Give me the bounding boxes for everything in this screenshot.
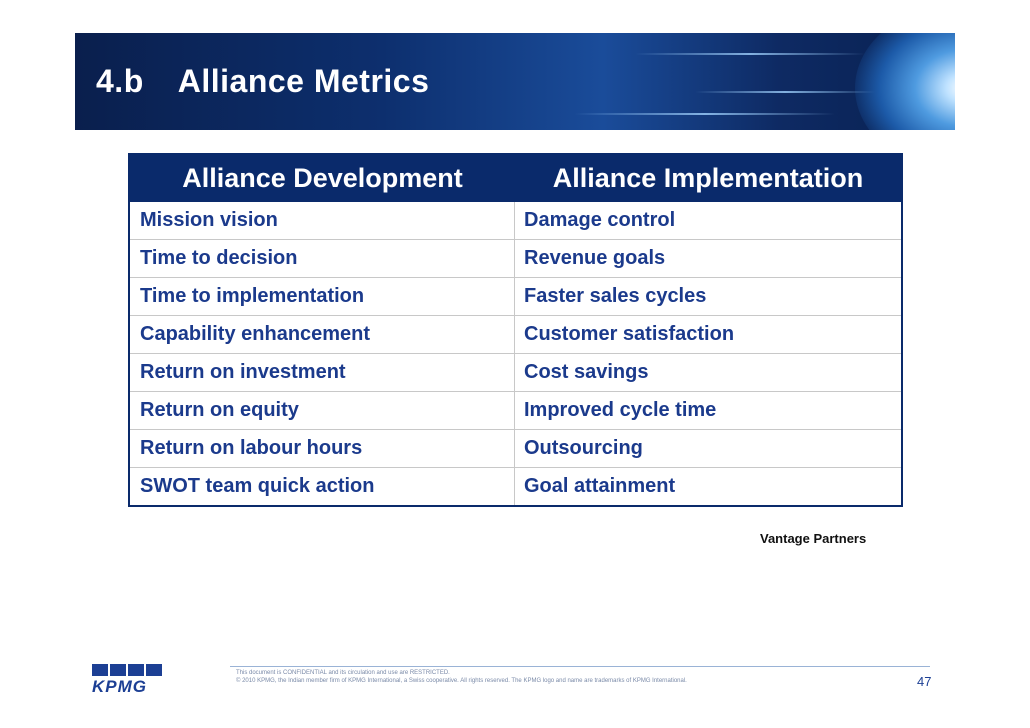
table-row: Capability enhancement Customer satisfac… [130,315,901,353]
table-row: Time to implementation Faster sales cycl… [130,277,901,315]
implementation-metric: Customer satisfaction [524,323,735,345]
table-body: Mission vision Damage control Time to de… [130,202,901,505]
table-header: Alliance Development Alliance Implementa… [130,155,901,202]
implementation-metric: Cost savings [524,361,649,383]
title-text: Alliance Metrics [177,63,430,99]
section-number: 4.b [96,63,144,99]
column-header-development: Alliance Development [182,163,463,193]
development-metric: Capability enhancement [130,316,515,353]
implementation-metric: Outsourcing [524,437,643,459]
slide-title: 4.b Alliance Metrics [96,63,429,100]
table-row: SWOT team quick action Goal attainment [130,467,901,505]
logo-wordmark: KPMG [92,677,147,696]
table-row: Return on equity Improved cycle time [130,391,901,429]
development-metric: Return on equity [130,392,515,429]
development-metric: Time to implementation [130,278,515,315]
implementation-metric: Faster sales cycles [524,285,707,307]
banner-tunnel-graphic [855,33,955,130]
table-row: Return on investment Cost savings [130,353,901,391]
confidential-notice: This document is CONFIDENTIAL and its ci… [236,670,450,676]
banner-light-streak [635,53,865,55]
development-metric: Return on labour hours [130,430,515,467]
footer-divider [230,666,930,667]
implementation-metric: Revenue goals [524,247,666,269]
column-header-implementation: Alliance Implementation [552,163,864,193]
implementation-metric: Goal attainment [524,475,676,497]
footer-fineprint: This document is CONFIDENTIAL and its ci… [236,669,687,685]
implementation-metric: Damage control [524,209,676,231]
kpmg-logo: KPMG [92,664,164,696]
banner-light-streak [575,113,835,115]
source-credit: Vantage Partners [760,531,867,546]
table-row: Return on labour hours Outsourcing [130,429,901,467]
banner-light-streak [695,91,875,93]
logo-boxes [92,664,164,676]
metrics-table: Alliance Development Alliance Implementa… [128,153,903,507]
title-banner: 4.b Alliance Metrics [75,33,955,130]
page-number: 47 [917,674,932,689]
development-metric: SWOT team quick action [130,468,515,505]
development-metric: Return on investment [130,354,515,391]
development-metric: Time to decision [130,240,515,277]
table-row: Mission vision Damage control [130,202,901,239]
table-row: Time to decision Revenue goals [130,239,901,277]
implementation-metric: Improved cycle time [524,399,717,421]
development-metric: Mission vision [130,202,515,239]
copyright-notice: © 2010 KPMG, the Indian member firm of K… [236,678,687,684]
